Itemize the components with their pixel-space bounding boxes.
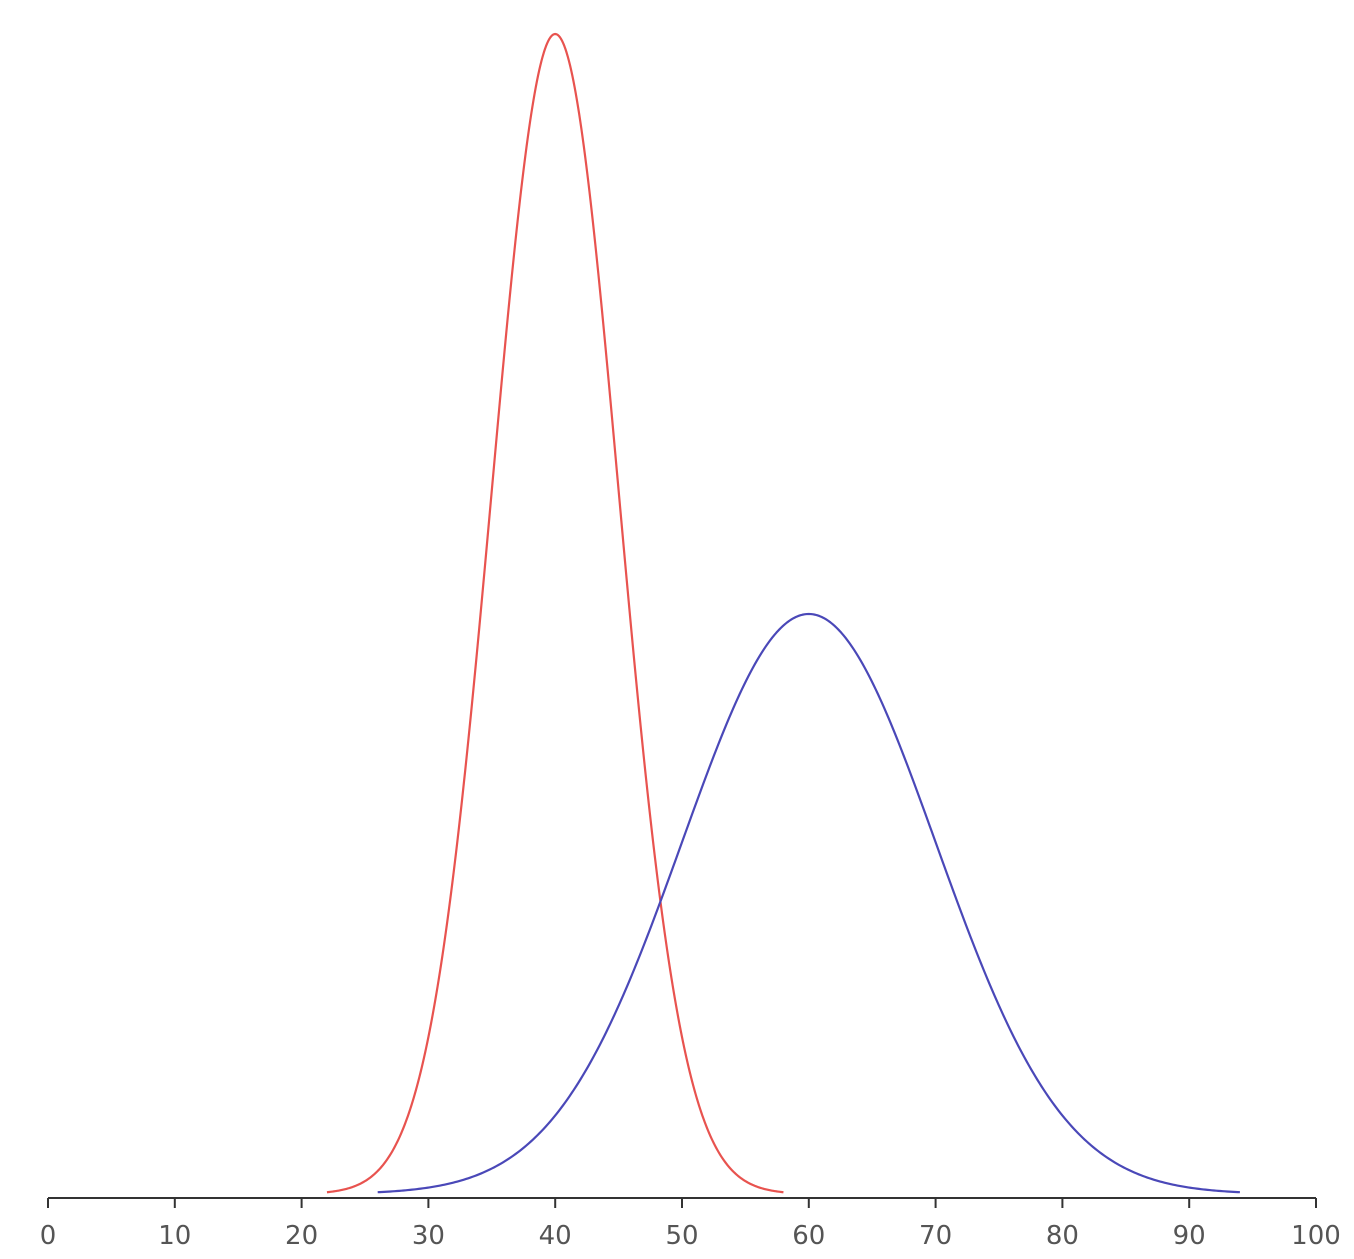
x-tick-label: 50 [665, 1221, 698, 1251]
x-tick-label: 80 [1046, 1221, 1079, 1251]
series-line-1 [326, 32, 784, 1194]
x-axis: 0 10 20 30 40 50 60 70 80 90 100 [40, 1197, 1341, 1251]
x-tick-label: 40 [539, 1221, 572, 1251]
x-tick-label: 10 [158, 1221, 191, 1251]
x-tick-label: 20 [285, 1221, 318, 1251]
x-tick-label: 30 [412, 1221, 445, 1251]
series-group [326, 32, 1240, 1194]
x-tick-label: 90 [1173, 1221, 1206, 1251]
x-tick-label: 0 [40, 1221, 57, 1251]
series-line-2 [377, 612, 1240, 1194]
x-tick-label: 70 [919, 1221, 952, 1251]
x-tick-label: 60 [792, 1221, 825, 1251]
x-tick-label: 100 [1291, 1221, 1341, 1251]
